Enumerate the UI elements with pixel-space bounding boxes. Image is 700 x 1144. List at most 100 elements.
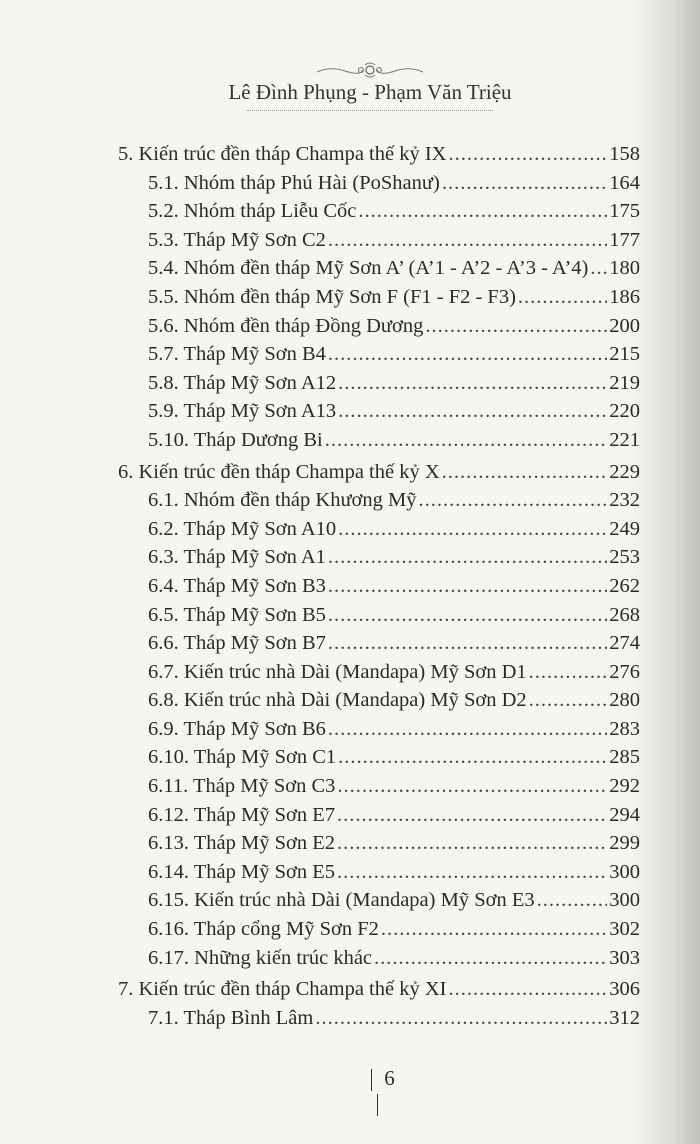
toc-entry-page: 253 (609, 546, 640, 569)
dot-leader (425, 315, 607, 338)
dot-leader (338, 518, 607, 541)
toc-entry-title: 6.2. Tháp Mỹ Sơn A10 (148, 517, 337, 540)
toc-entry-title: 5.6. Nhóm đền tháp Đồng Dương (148, 314, 424, 337)
toc-section-entry: 6.9. Tháp Mỹ Sơn B6 283 (118, 718, 640, 747)
toc-entry-page: 158 (609, 143, 640, 165)
toc-section-entry: 5.8. Tháp Mỹ Sơn A12 219 (118, 372, 640, 401)
dot-leader (448, 143, 607, 166)
toc-entry-page: 164 (609, 171, 640, 194)
dot-leader (442, 172, 607, 195)
toc-entry-page: 300 (609, 860, 640, 883)
toc-entry-page: 302 (609, 918, 640, 941)
toc-entry-title: 6.16. Tháp cổng Mỹ Sơn F2 (148, 918, 379, 941)
page-edge-shadow (630, 0, 700, 1144)
dot-leader (328, 718, 607, 741)
toc-entry-title: 5.8. Tháp Mỹ Sơn A12 (148, 371, 337, 394)
toc-section-entry: 6.14. Tháp Mỹ Sơn E5 300 (118, 861, 640, 890)
toc-section-entry: 6.7. Kiến trúc nhà Dài (Mandapa) Mỹ Sơn … (118, 661, 640, 690)
header-divider (247, 110, 493, 111)
dot-leader (325, 429, 607, 452)
toc-chapter-entry: 7. Kiến trúc đền tháp Champa thế kỷ XI 30… (118, 978, 640, 1007)
toc-section-entry: 5.2. Nhóm tháp Liễu Cốc 175 (118, 200, 640, 229)
toc-chapter-entry: 5. Kiến trúc đền tháp Champa thế kỷ IX 15… (118, 143, 640, 172)
toc-entry-title: 5.7. Tháp Mỹ Sơn B4 (148, 343, 326, 366)
toc-entry-page: 200 (609, 314, 640, 337)
toc-entry-title: 6.4. Tháp Mỹ Sơn B3 (148, 574, 326, 597)
toc-section-entry: 6.1. Nhóm đền tháp Khương Mỹ 232 (118, 489, 640, 518)
toc-entry-page: 262 (609, 574, 640, 597)
toc-entry-title: 6.5. Tháp Mỹ Sơn B5 (148, 603, 326, 626)
toc-entry-title: 6.1. Nhóm đền tháp Khương Mỹ (148, 489, 417, 512)
dot-leader (337, 832, 607, 855)
toc-section-entry: 6.12. Tháp Mỹ Sơn E7 294 (118, 804, 640, 833)
toc-entry-title: 6.13. Tháp Mỹ Sơn E2 (148, 832, 335, 855)
toc-entry-page: 283 (609, 717, 640, 740)
dot-leader (338, 746, 607, 769)
toc-section-entry: 6.3. Tháp Mỹ Sơn A1 253 (118, 546, 640, 575)
toc-entry-title: 7. Kiến trúc đền tháp Champa thế kỷ XI (118, 978, 447, 1001)
toc-entry-title: 6.8. Kiến trúc nhà Dài (Mandapa) Mỹ Sơn … (148, 689, 527, 712)
dot-leader (328, 229, 607, 252)
toc-chapter-entry: 6. Kiến trúc đền tháp Champa thế kỷ X 229 (118, 461, 640, 490)
dot-leader (518, 286, 607, 309)
toc-section-entry: 6.6. Tháp Mỹ Sơn B7 274 (118, 632, 640, 661)
dot-leader (358, 200, 607, 223)
dot-leader (338, 372, 607, 395)
toc-entry-title: 5.2. Nhóm tháp Liễu Cốc (148, 200, 357, 223)
toc-entry-title: 6.6. Tháp Mỹ Sơn B7 (148, 632, 326, 655)
dot-leader (328, 604, 607, 627)
toc-section-entry: 5.9. Tháp Mỹ Sơn A13 220 (118, 400, 640, 429)
dot-leader (381, 918, 607, 941)
toc-entry-title: 5.9. Tháp Mỹ Sơn A13 (148, 400, 337, 423)
header-ornament-icon (316, 62, 424, 78)
toc-entry-title: 6.3. Tháp Mỹ Sơn A1 (148, 546, 326, 569)
toc-entry-title: 6.12. Tháp Mỹ Sơn E7 (148, 803, 335, 826)
dot-leader (328, 632, 607, 655)
toc-entry-title: 6.7. Kiến trúc nhà Dài (Mandapa) Mỹ Sơn … (148, 660, 527, 683)
toc-entry-title: 5.5. Nhóm đền tháp Mỹ Sơn F (F1 - F2 - F… (148, 285, 516, 308)
dot-leader (590, 257, 607, 280)
dot-leader (529, 689, 608, 712)
toc-entry-page: 186 (609, 285, 640, 308)
toc-section-entry: 5.4. Nhóm đền tháp Mỹ Sơn A’ (A’1 - A’2 … (118, 257, 640, 286)
dot-leader (448, 978, 607, 1001)
toc-section-entry: 5.10. Tháp Dương Bi 221 (118, 429, 640, 458)
dot-leader (337, 804, 607, 827)
toc-entry-page: 303 (609, 946, 640, 969)
dot-leader (328, 575, 607, 598)
toc-section-entry: 5.7. Tháp Mỹ Sơn B4 215 (118, 343, 640, 372)
toc-entry-page: 215 (609, 343, 640, 366)
toc-section-entry: 6.16. Tháp cổng Mỹ Sơn F2 302 (118, 918, 640, 947)
toc-entry-page: 280 (609, 689, 640, 712)
toc-section-entry: 7.1. Tháp Bình Lâm 312 (118, 1007, 640, 1036)
toc-entry-title: 6. Kiến trúc đền tháp Champa thế kỷ X (118, 460, 440, 483)
toc-section-entry: 5.5. Nhóm đền tháp Mỹ Sơn F (F1 - F2 - F… (118, 286, 640, 315)
toc-entry-page: 292 (609, 775, 640, 798)
toc-entry-page: 276 (609, 660, 640, 683)
toc-entry-page: 274 (609, 632, 640, 655)
toc-section-entry: 6.8. Kiến trúc nhà Dài (Mandapa) Mỹ Sơn … (118, 689, 640, 718)
dot-leader (315, 1007, 607, 1030)
toc-section-entry: 6.13. Tháp Mỹ Sơn E2 299 (118, 832, 640, 861)
toc-entry-title: 5.1. Nhóm tháp Phú Hài (PoShanư) (148, 171, 440, 194)
toc-entry-page: 180 (609, 257, 640, 280)
dot-leader (328, 343, 607, 366)
toc-entry-page: 300 (609, 889, 640, 912)
dot-leader (374, 947, 607, 970)
toc-section-entry: 6.15. Kiến trúc nhà Dài (Mandapa) Mỹ Sơn… (118, 889, 640, 918)
toc-entry-title: 5.3. Tháp Mỹ Sơn C2 (148, 228, 326, 251)
toc-entry-page: 221 (609, 428, 640, 451)
toc-entry-title: 6.15. Kiến trúc nhà Dài (Mandapa) Mỹ Sơn… (148, 889, 535, 912)
running-header-authors: Lê Đình Phụng - Phạm Văn Triệu (228, 80, 512, 104)
toc-section-entry: 5.1. Nhóm tháp Phú Hài (PoShanư) 164 (118, 172, 640, 201)
toc-section-entry: 6.11. Tháp Mỹ Sơn C3 292 (118, 775, 640, 804)
table-of-contents: 5. Kiến trúc đền tháp Champa thế kỷ IX 15… (118, 143, 640, 1035)
toc-entry-title: 6.17. Những kiến trúc khác (148, 946, 373, 969)
toc-entry-page: 306 (609, 978, 640, 1001)
toc-entry-page: 299 (609, 832, 640, 855)
toc-entry-title: 6.10. Tháp Mỹ Sơn C1 (148, 746, 337, 769)
page-number-left-bar (371, 1069, 373, 1092)
toc-entry-page: 312 (609, 1006, 640, 1029)
toc-entry-page: 249 (609, 517, 640, 540)
toc-entry-page: 229 (609, 460, 640, 483)
